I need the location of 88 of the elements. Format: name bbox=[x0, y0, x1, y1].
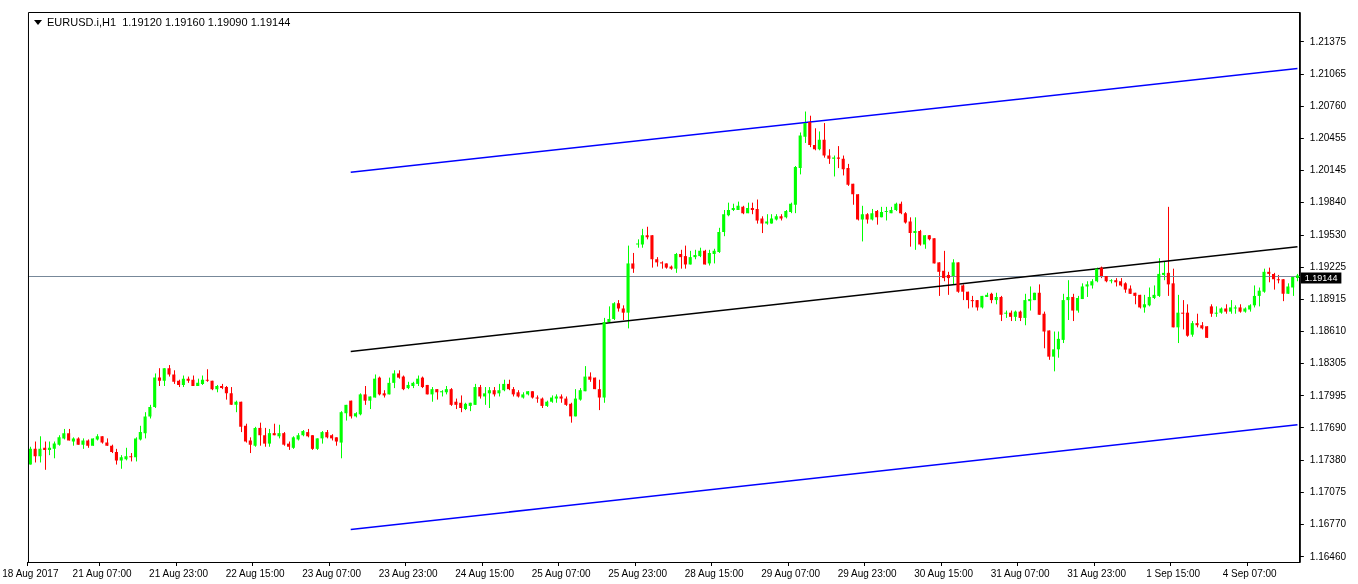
candlestick bbox=[1185, 303, 1190, 338]
x-tick-label: 18 Aug 2017 bbox=[2, 567, 59, 579]
candlestick bbox=[631, 252, 635, 274]
y-tick-label: 1.18915 bbox=[1309, 293, 1347, 305]
candlestick bbox=[1066, 279, 1070, 321]
candlestick bbox=[253, 426, 257, 448]
candlestick bbox=[683, 245, 687, 270]
candlestick bbox=[535, 394, 539, 404]
candlestick bbox=[258, 422, 262, 447]
y-tick-label: 1.19840 bbox=[1309, 196, 1347, 208]
y-tick-label: 1.16770 bbox=[1309, 518, 1347, 530]
candlestick bbox=[836, 145, 840, 169]
x-tick-label: 25 Aug 23:00 bbox=[608, 567, 668, 579]
candlestick bbox=[1181, 299, 1185, 330]
candlestick bbox=[808, 115, 812, 148]
candlestick bbox=[1281, 278, 1285, 302]
y-tick-label: 1.17690 bbox=[1309, 421, 1347, 433]
x-tick-label: 31 Aug 23:00 bbox=[1067, 567, 1127, 579]
candlestick bbox=[817, 130, 821, 151]
x-tick-label: 23 Aug 23:00 bbox=[378, 567, 439, 579]
x-tick-label: 24 Aug 15:00 bbox=[455, 567, 515, 579]
candlestick bbox=[999, 295, 1003, 322]
candlestick bbox=[243, 423, 248, 444]
y-tick-label: 1.21065 bbox=[1309, 68, 1347, 80]
y-tick-label: 1.20760 bbox=[1309, 100, 1347, 112]
candlestick bbox=[659, 260, 664, 270]
candlestick bbox=[263, 427, 267, 448]
candlestick bbox=[1252, 284, 1256, 308]
y-tick-label: 1.18610 bbox=[1309, 325, 1347, 337]
candlestick bbox=[1071, 293, 1075, 322]
y-tick-label: 1.17995 bbox=[1309, 389, 1347, 401]
candlestick bbox=[363, 385, 367, 406]
candlestick bbox=[812, 127, 817, 151]
candlestick bbox=[573, 388, 578, 417]
candlestick bbox=[942, 250, 946, 282]
candlestick bbox=[755, 199, 759, 225]
candlestick bbox=[640, 228, 644, 249]
candlestick bbox=[946, 271, 950, 296]
y-tick-label: 1.18305 bbox=[1309, 357, 1347, 369]
x-tick-label: 29 Aug 23:00 bbox=[837, 567, 898, 579]
y-tick-label: 1.20145 bbox=[1309, 164, 1347, 176]
candlestick bbox=[205, 368, 209, 383]
y-tick-label: 1.19225 bbox=[1309, 260, 1347, 272]
candlestick bbox=[1176, 294, 1180, 344]
candlestick bbox=[473, 383, 477, 406]
ref-line-label: 1.19144 bbox=[1304, 272, 1338, 283]
y-tick-label: 1.21375 bbox=[1309, 35, 1347, 47]
candlestick bbox=[860, 205, 864, 242]
candlestick bbox=[1166, 206, 1170, 297]
x-tick-label: 23 Aug 07:00 bbox=[302, 567, 362, 579]
candlestick bbox=[33, 441, 37, 463]
x-tick-label: 22 Aug 15:00 bbox=[225, 567, 285, 579]
x-tick-label: 21 Aug 23:00 bbox=[149, 567, 209, 579]
x-tick-label: 21 Aug 07:00 bbox=[72, 567, 132, 579]
x-tick-label: 4 Sep 07:00 bbox=[1222, 567, 1278, 579]
candlestick bbox=[951, 258, 955, 285]
candlestick bbox=[679, 249, 683, 270]
y-tick-label: 1.17380 bbox=[1309, 454, 1347, 466]
x-tick-label: 30 Aug 15:00 bbox=[914, 567, 974, 579]
y-tick-label: 1.19530 bbox=[1309, 228, 1347, 240]
x-tick-label: 1 Sep 15:00 bbox=[1146, 567, 1201, 579]
candlestick bbox=[38, 435, 42, 463]
x-tick-label: 31 Aug 07:00 bbox=[990, 567, 1051, 579]
x-tick-label: 28 Aug 15:00 bbox=[684, 567, 745, 579]
candlestick bbox=[1056, 331, 1060, 359]
candlestick bbox=[1262, 268, 1266, 294]
candlestick bbox=[822, 122, 826, 159]
candlestick bbox=[717, 227, 721, 254]
y-tick-label: 1.20455 bbox=[1309, 131, 1347, 143]
candlestick bbox=[377, 376, 381, 396]
candlestick bbox=[636, 238, 640, 249]
candlestick bbox=[1233, 304, 1237, 315]
candlestick bbox=[722, 209, 726, 237]
x-tick-label: 25 Aug 07:00 bbox=[531, 567, 592, 579]
candlestick bbox=[1023, 293, 1027, 326]
candlestick bbox=[674, 252, 678, 274]
candlestick bbox=[908, 216, 912, 248]
candlestick bbox=[1052, 331, 1056, 372]
candlestick bbox=[373, 373, 377, 399]
candlestick bbox=[143, 411, 147, 439]
candlestick bbox=[569, 402, 573, 424]
x-tick-label: 29 Aug 07:00 bbox=[761, 567, 821, 579]
y-tick-label: 1.16460 bbox=[1309, 550, 1347, 562]
chart-title: EURUSD.i,H1 1.19120 1.19160 1.19090 1.19144 bbox=[47, 16, 291, 28]
candlestick bbox=[1214, 305, 1218, 318]
candlestick bbox=[134, 436, 138, 462]
y-tick-label: 1.17075 bbox=[1309, 486, 1347, 498]
candlestick bbox=[832, 155, 836, 177]
